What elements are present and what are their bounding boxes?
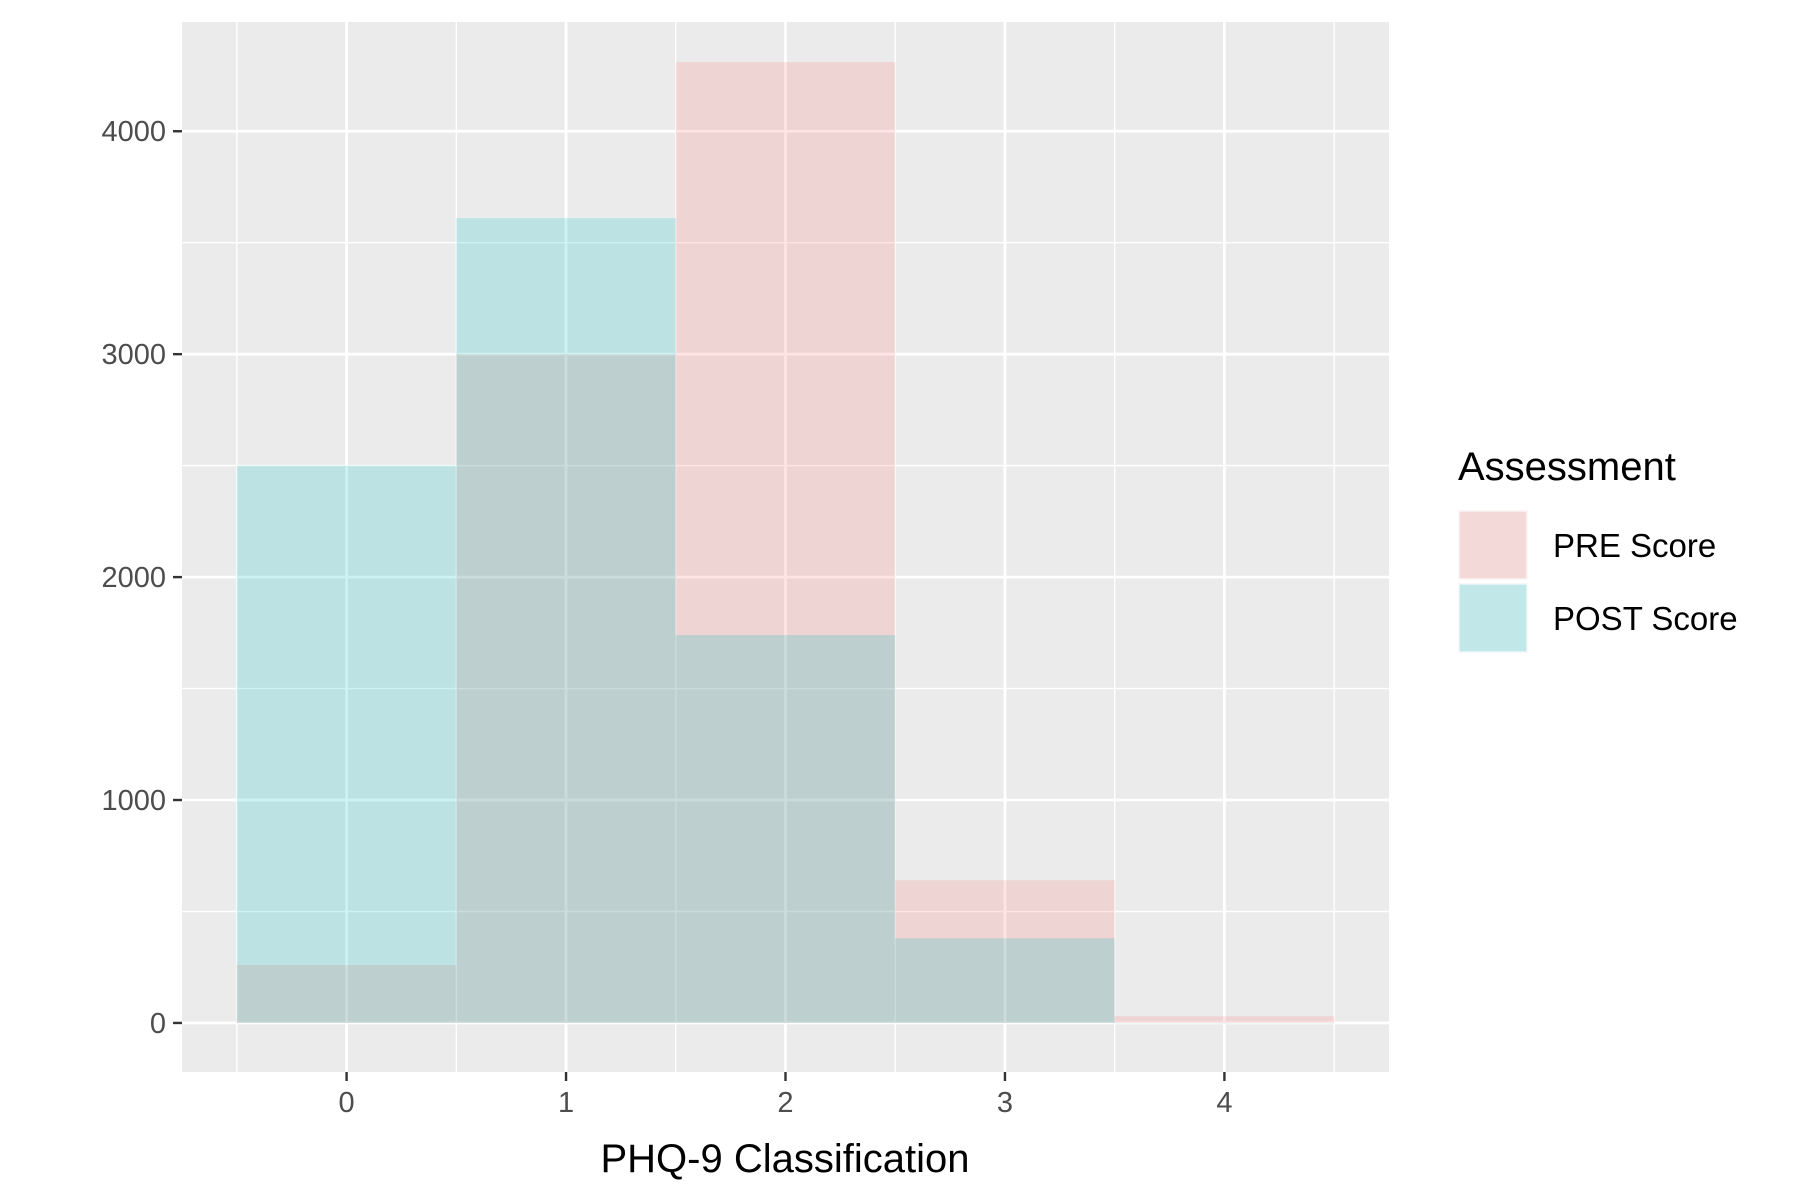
bar-post-score-3 (895, 938, 1115, 1023)
legend-label: PRE Score (1553, 527, 1716, 564)
bar-pre-score-3 (895, 880, 1115, 1023)
x-tick-label: 4 (1216, 1087, 1232, 1119)
legend-key-background (1458, 510, 1528, 580)
bars (236, 62, 1335, 1024)
bar-pre-score-4 (1114, 1016, 1335, 1023)
x-axis-title: PHQ-9 Classification (600, 1137, 969, 1181)
bar-pre-score-1 (456, 354, 676, 1023)
y-tick-label: 4000 (101, 116, 166, 148)
legend-title: Assessment (1458, 445, 1676, 489)
x-axis: 0 1 2 3 4 (339, 1072, 1232, 1119)
legend-swatch (1458, 510, 1528, 580)
y-tick-label: 0 (150, 1008, 166, 1040)
x-tick-label: 0 (339, 1087, 355, 1119)
bar-post-score-0 (236, 465, 457, 1023)
major-gridlines (182, 22, 1389, 1072)
legend: Assessment PRE Score POST Score (1458, 445, 1738, 653)
legend-key-background (1458, 583, 1528, 653)
bar-post-score-4 (1114, 1022, 1335, 1024)
y-tick-label: 2000 (101, 562, 166, 594)
x-tick-label: 2 (777, 1087, 793, 1119)
legend-swatch (1458, 583, 1528, 653)
y-tick-label: 1000 (101, 785, 166, 817)
x-tick-label: 1 (558, 1087, 574, 1119)
bar-pre-score-0 (236, 964, 457, 1023)
bar-pre-score-2 (675, 62, 896, 1023)
y-axis: 0 1000 2000 3000 4000 (101, 116, 182, 1040)
y-tick-label: 3000 (101, 339, 166, 371)
x-tick-label: 3 (997, 1087, 1013, 1119)
bar-post-score-1 (456, 218, 676, 1023)
bar-post-score-2 (675, 635, 896, 1023)
legend-label: POST Score (1553, 600, 1738, 637)
